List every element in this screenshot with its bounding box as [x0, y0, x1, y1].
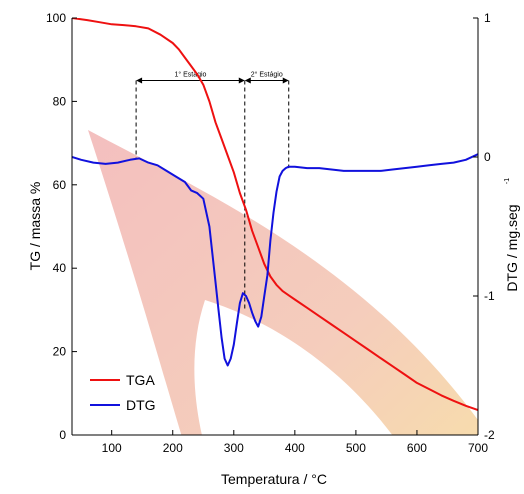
left-tick-label: 80 [53, 94, 67, 108]
left-tick-label: 40 [53, 261, 67, 275]
left-axis-title: TG / massa % [27, 182, 43, 271]
left-tick-label: 100 [46, 11, 66, 25]
stage-arrow-head-right [239, 78, 245, 84]
x-tick-label: 600 [407, 441, 427, 455]
x-tick-label: 100 [102, 441, 122, 455]
right-axis-title-exponent: -1 [504, 178, 511, 184]
left-tick-label: 20 [53, 345, 67, 359]
legend-label-tga: TGA [126, 372, 155, 388]
right-axis-ticks: -2 -1 0 1 [473, 11, 495, 442]
stage-arrow-head-left [136, 78, 142, 84]
x-tick-label: 400 [285, 441, 305, 455]
legend-label-dtg: DTG [126, 397, 156, 413]
x-tick-label: 500 [346, 441, 366, 455]
right-axis-title: DTG / mg.seg [504, 204, 520, 291]
x-tick-label: 700 [468, 441, 488, 455]
left-tick-label: 60 [53, 178, 67, 192]
legend: TGA DTG [90, 372, 156, 413]
x-axis-title: Temperatura / °C [221, 471, 327, 487]
right-tick-label: 0 [484, 150, 491, 164]
right-tick-label: -2 [484, 428, 495, 442]
stage-label: 1° Estágio [174, 71, 206, 79]
x-tick-label: 200 [163, 441, 183, 455]
right-tick-label: -1 [484, 289, 495, 303]
stage-arrow-head-right [283, 78, 289, 84]
background-swoosh [88, 130, 478, 494]
right-tick-label: 1 [484, 11, 491, 25]
x-tick-label: 300 [224, 441, 244, 455]
left-tick-label: 0 [59, 428, 66, 442]
stage-label: 2° Estágio [251, 71, 283, 79]
